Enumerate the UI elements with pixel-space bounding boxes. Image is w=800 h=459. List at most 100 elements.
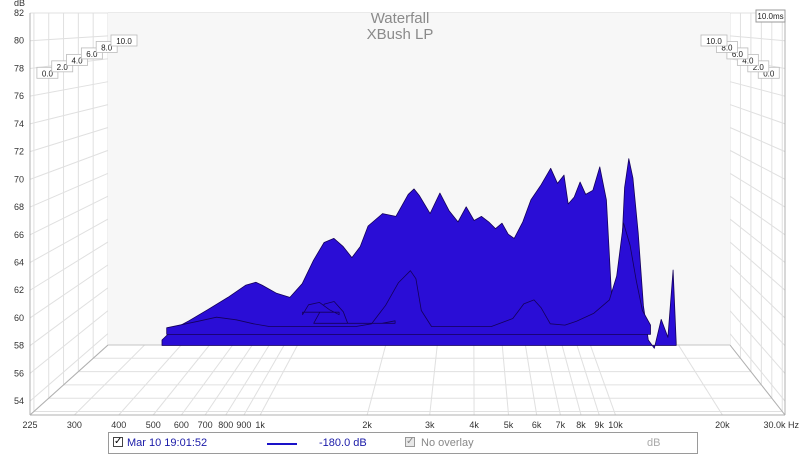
grid-line-side (729, 264, 786, 319)
y-tick-label: 62 (14, 285, 24, 295)
grid-line-side (729, 127, 786, 153)
grid-line-side (29, 310, 109, 374)
y-tick-label: 76 (14, 91, 24, 101)
time-label-l: 4.0 (66, 53, 88, 66)
y-tick-label: 72 (14, 147, 24, 157)
x-tick-label: 20k (715, 420, 730, 430)
svg-text:8.0: 8.0 (721, 43, 733, 52)
grid-line-side (729, 35, 786, 42)
grid-line-side (729, 81, 786, 97)
y-tick-label: 66 (14, 230, 24, 240)
y-tick-label: 68 (14, 202, 24, 212)
grid-line-floor (152, 344, 210, 416)
grid-line-side (29, 287, 109, 347)
x-tick-label: 4k (469, 420, 479, 430)
svg-text:2.0: 2.0 (57, 63, 69, 72)
y-tick-label: 54 (14, 396, 24, 406)
y-tick-label: 60 (14, 313, 24, 323)
waterfall-slice (313, 301, 396, 324)
series-label: Mar 10 19:01:52 (127, 437, 208, 449)
grid-line-floor (524, 344, 538, 416)
y-tick-label: 82 (14, 8, 24, 18)
svg-text:8.0: 8.0 (101, 43, 113, 52)
grid-line-floor (589, 344, 616, 416)
overlay-label[interactable]: No overlay (421, 437, 474, 449)
grid-line-side (29, 333, 109, 402)
unit-label: dB (647, 437, 661, 449)
x-tick-label: 10k (608, 420, 623, 430)
svg-text:2.0: 2.0 (753, 63, 765, 72)
chart-title: Waterfall (371, 10, 430, 27)
time-label-l: 2.0 (51, 60, 74, 73)
grid-line-floor (576, 344, 600, 416)
grid-line-side (29, 149, 109, 180)
y-tick-label: 70 (14, 174, 24, 184)
series-checkbox[interactable]: ✓ (113, 436, 123, 447)
grid-line-side (729, 104, 786, 125)
grid-line-floor (429, 344, 438, 416)
grid-line-floor (366, 344, 387, 416)
grid-line-floor (74, 344, 145, 416)
time-label-r: 10.0 (700, 34, 728, 47)
frame-edge (729, 344, 786, 416)
time-end-label: 10.0ms (757, 12, 783, 21)
grid-line-floor (501, 344, 510, 416)
x-tick-label: 6k (532, 420, 542, 430)
grid-line-side (729, 310, 786, 374)
grid-line-side (29, 264, 109, 319)
grid-line-side (729, 149, 786, 180)
grid-line-side (729, 218, 786, 263)
grid-line-side (29, 81, 109, 97)
grid-line-side (29, 35, 109, 42)
x-tick-label: 800 (218, 420, 233, 430)
y-tick-label: 56 (14, 368, 24, 378)
svg-text:0.0: 0.0 (42, 69, 54, 78)
grid-line-side (29, 172, 109, 208)
waterfall-slice (166, 222, 651, 335)
grid-line-floor (678, 344, 723, 416)
y-tick-label: 58 (14, 341, 24, 351)
x-tick-label: 700 (198, 420, 213, 430)
svg-text:6.0: 6.0 (732, 50, 744, 59)
y-tick-label: 74 (14, 119, 24, 129)
grid-line-side (29, 104, 109, 125)
waterfall-slice (161, 158, 677, 349)
grid-line-side (729, 287, 786, 347)
grid-line-floor (243, 344, 285, 416)
legend-bar: ✓ Mar 10 19:01:52 -180.0 dB ✓ No overlay… (108, 432, 698, 454)
time-label-l: 8.0 (95, 41, 118, 53)
x-tick-label: 1k (255, 420, 265, 430)
chart-subtitle: XBush LP (367, 26, 434, 43)
grid-line-floor (561, 344, 582, 416)
x-tick-label: 225 (22, 420, 37, 430)
x-tick-label: 8k (576, 420, 586, 430)
svg-text:6.0: 6.0 (86, 50, 98, 59)
grid-line-floor (204, 344, 253, 416)
y-tick-label: 78 (14, 63, 24, 73)
grid-line-floor (118, 344, 182, 416)
grid-line-side (729, 195, 786, 236)
overlay-checkbox[interactable]: ✓ (405, 436, 415, 447)
grid-line-side (729, 333, 786, 402)
x-tick-label: 400 (111, 420, 126, 430)
x-tick-label: 600 (174, 420, 189, 430)
x-tick-label: 300 (67, 420, 82, 430)
series-value: -180.0 dB (319, 437, 367, 449)
x-tick-label: 5k (504, 420, 514, 430)
y-tick-label: 80 (14, 36, 24, 46)
svg-text:0.0: 0.0 (763, 69, 775, 78)
x-tick-label: 3k (425, 420, 435, 430)
grid-line-side (29, 218, 109, 263)
x-tick-label: 7k (556, 420, 566, 430)
svg-text:10.0: 10.0 (706, 37, 722, 46)
grid-line-floor (259, 344, 299, 416)
grid-line-floor (225, 344, 270, 416)
series-line-swatch (267, 443, 297, 445)
waterfall-slice (302, 302, 340, 316)
svg-text:4.0: 4.0 (71, 56, 83, 65)
x-tick-label: 30.0k Hz (763, 420, 799, 430)
y-axis-label: dB (14, 0, 25, 8)
frame-edge (29, 344, 109, 416)
x-tick-label: 500 (146, 420, 161, 430)
